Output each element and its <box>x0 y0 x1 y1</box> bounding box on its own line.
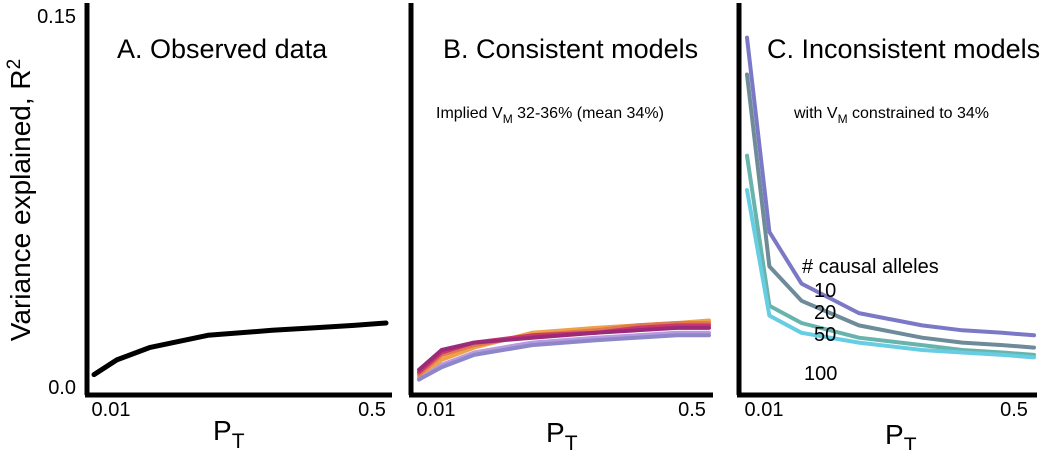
legend-label-50: 50 <box>814 324 836 346</box>
series-line-3-20 <box>745 72 1036 350</box>
panel-c-title: C. Inconsistent models <box>767 34 1040 64</box>
legend-label-20: 20 <box>814 302 836 324</box>
legend-title: # causal alleles <box>802 256 939 278</box>
panel-c-x-tick-last: 0.5 <box>1000 399 1028 421</box>
series-line-3-10 <box>745 35 1036 338</box>
panel-c-lines <box>745 35 1036 360</box>
panel-b-x-tick-first: 0.01 <box>417 399 456 421</box>
panel-a-lines <box>91 320 389 378</box>
panel-b-x-tick-last: 0.5 <box>678 399 706 421</box>
panel-b-x-axis-label: PT <box>546 417 578 450</box>
panel-a-x-tick-last: 0.5 <box>358 399 386 421</box>
panel-b: B. Consistent models Implied VM 32-36% (… <box>408 3 713 450</box>
panel-b-subtitle: Implied VM 32-36% (mean 34%) <box>436 105 664 126</box>
series-line-3-50 <box>745 153 1036 357</box>
panel-b-title: B. Consistent models <box>443 34 698 64</box>
legend-label-10: 10 <box>814 280 836 302</box>
panel-c-subtitle: with VM constrained to 34% <box>793 105 989 126</box>
series-line-2-m5 <box>417 325 711 372</box>
y-tick-label-bottom: 0.0 <box>48 377 76 399</box>
panel-b-lines <box>417 318 711 382</box>
series-line-3-100 <box>745 188 1036 360</box>
series-line-2-m7 <box>417 333 711 382</box>
y-axis-label: Variance explained, R2 <box>4 59 36 341</box>
panel-a: A. Observed data 0.01 0.5 PT <box>84 3 392 450</box>
panel-a-title: A. Observed data <box>117 34 328 64</box>
panel-c-x-tick-first: 0.01 <box>745 399 784 421</box>
panel-c: C. Inconsistent models with VM constrain… <box>736 3 1040 450</box>
legend-label-100: 100 <box>804 363 837 385</box>
series-line-1-observed <box>91 320 389 378</box>
panel-a-x-axis-label: PT <box>213 415 245 450</box>
panel-c-x-axis-label: PT <box>885 419 917 450</box>
series-line-2-m6 <box>417 330 711 382</box>
y-tick-label-top: 0.15 <box>37 6 76 28</box>
panel-a-x-tick-first: 0.01 <box>92 399 131 421</box>
